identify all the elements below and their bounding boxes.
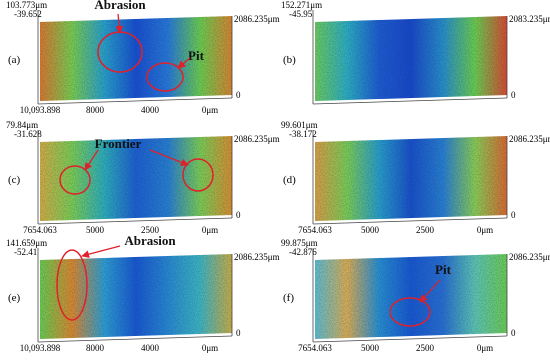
panel-label: (f) [283,292,294,304]
panel-label: (e) [8,292,21,304]
annotation-ellipse [56,249,88,321]
x-tick-label: 2500 [141,225,160,235]
annotation: Abrasion [124,233,176,248]
panel-label: (c) [8,174,21,186]
annotation-ellipse [389,297,431,327]
x-tick-label: 10,093.898 [20,105,61,115]
annotation-arrow [149,149,189,167]
y-zero-label: 0 [236,90,241,100]
x-tick-label: 8000 [86,343,105,353]
x-tick-label: 0μm [202,225,218,235]
x-tick-label: 7654.063 [298,343,332,353]
panel: 152.271μm-45.95 (b) 2083.235μm 0 [281,0,550,105]
annotation-arrow [115,13,124,34]
panel-label: (b) [283,54,296,66]
y-extent-label: 2086.235μm [234,252,280,262]
x-tick-label: 10,093.898 [20,343,61,353]
annotation: Frontier [95,136,142,151]
x-tick-label: 0μm [477,225,493,235]
z-max-label: 79.84μm [6,120,38,130]
panel: 103.773μm-39.652 (a) 2086.235μm 0 10,093.898… [6,0,280,115]
z-max-label: 99.601μm [281,120,318,130]
y-zero-label: 0 [236,210,241,220]
axis-line [37,97,233,105]
z-max-label: 103.773μm [6,0,47,10]
x-tick-label: 0μm [477,343,493,353]
z-min-label: -31.628 [14,129,42,139]
axis-line [312,97,508,105]
surface-texture [315,16,507,101]
annotation-arrow [84,149,99,171]
z-min-label: -42.876 [289,247,317,257]
y-extent-label: 2083.235μm [509,14,550,24]
annotation-arrow [81,245,121,258]
z-min-label: -45.95 [289,9,313,19]
annotation: Pit [435,262,452,277]
x-tick-label: 0μm [202,105,218,115]
x-tick-label: 4000 [141,343,160,353]
surface-texture [315,254,507,339]
panel: 99.601μm-38.172 (d) 2086.235μm 0 7654.063 500… [281,120,550,235]
x-tick-label: 7654.063 [298,225,332,235]
surface-texture [40,16,232,101]
panel: 79.84μm-31.628 (c) 2086.235μm 0 7654.063 5000… [6,120,280,235]
panel: 99.875μm-42.876 (f) 2086.235μm 0 7654.063 500… [281,238,550,353]
x-tick-label: 2500 [416,343,435,353]
x-tick-label: 0μm [202,343,218,353]
z-max-label: 152.271μm [281,0,322,10]
x-tick-label: 4000 [141,105,160,115]
x-tick-label: 8000 [86,105,105,115]
z-min-label: -52.41 [14,247,37,257]
x-tick-label: 7654.063 [23,225,57,235]
z-min-label: -39.652 [14,9,42,19]
surface-texture [40,254,232,339]
surface-texture [40,136,232,221]
x-tick-label: 5000 [86,225,105,235]
y-zero-label: 0 [236,328,241,338]
x-tick-label: 2500 [416,225,435,235]
z-max-label: 99.875μm [281,238,318,248]
annotation-arrow [177,57,191,69]
annotation-ellipse [182,158,214,192]
z-min-label: -38.172 [289,129,317,139]
axis-line [37,217,233,225]
axis-line [312,217,508,225]
y-zero-label: 0 [511,328,516,338]
y-extent-label: 2086.235μm [509,134,550,144]
panel-label: (a) [8,54,21,66]
z-max-label: 141.659μm [6,238,47,248]
y-zero-label: 0 [511,210,516,220]
y-zero-label: 0 [511,90,516,100]
axis-line [312,335,508,343]
y-extent-label: 2086.235μm [234,14,280,24]
annotation-ellipse [59,165,91,195]
annotation: Abrasion [94,0,146,12]
annotation: Pit [188,48,205,63]
x-tick-label: 5000 [361,225,380,235]
surface-texture [315,136,507,221]
x-tick-label: 5000 [361,343,380,353]
y-extent-label: 2086.235μm [234,134,280,144]
annotation-ellipse [146,62,184,92]
annotation-arrow [419,279,441,303]
panel-label: (d) [283,174,296,186]
y-extent-label: 2086.235μm [509,252,550,262]
axis-line [37,335,233,343]
panel: 141.659μm-52.41 (e) 2086.235μm 0 10,093.898 8… [6,233,280,353]
